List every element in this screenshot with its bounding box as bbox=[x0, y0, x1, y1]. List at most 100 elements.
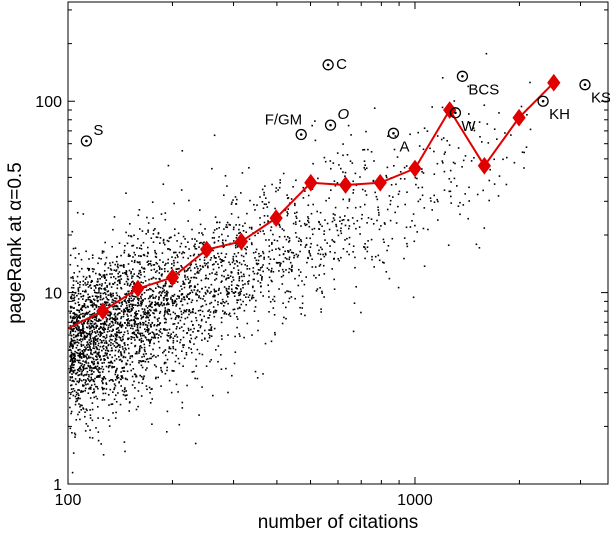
scatter-point bbox=[163, 304, 166, 306]
scatter-point bbox=[81, 306, 84, 308]
scatter-point bbox=[482, 189, 484, 192]
scatter-point bbox=[340, 227, 342, 230]
scatter-point bbox=[73, 312, 75, 314]
scatter-point bbox=[151, 306, 153, 309]
scatter-point bbox=[96, 347, 98, 349]
scatter-point bbox=[467, 217, 469, 220]
scatter-point bbox=[287, 251, 290, 253]
scatter-point bbox=[136, 313, 139, 315]
scatter-point bbox=[189, 285, 191, 287]
scatter-point bbox=[377, 209, 380, 211]
scatter-point bbox=[168, 237, 171, 239]
scatter-point bbox=[109, 264, 112, 267]
scatter-point bbox=[285, 238, 288, 241]
scatter-point bbox=[323, 296, 325, 298]
scatter-point bbox=[72, 330, 75, 332]
scatter-point bbox=[182, 346, 185, 349]
scatter-point bbox=[71, 286, 73, 289]
scatter-point bbox=[145, 305, 147, 307]
scatter-point bbox=[245, 252, 247, 255]
scatter-point bbox=[99, 345, 102, 348]
scatter-point bbox=[282, 302, 284, 304]
scatter-point bbox=[330, 189, 332, 191]
scatter-point bbox=[202, 266, 204, 268]
scatter-point bbox=[85, 250, 87, 253]
scatter-point bbox=[191, 371, 194, 373]
scatter-point bbox=[111, 273, 113, 275]
scatter-point bbox=[156, 323, 159, 326]
scatter-point bbox=[146, 255, 149, 258]
scatter-point bbox=[122, 311, 125, 314]
scatter-point bbox=[386, 249, 388, 252]
scatter-point bbox=[290, 198, 293, 200]
scatter-point bbox=[243, 275, 245, 278]
scatter-point bbox=[88, 332, 91, 335]
scatter-point bbox=[308, 251, 310, 254]
scatter-point bbox=[412, 296, 415, 299]
scatter-point bbox=[89, 318, 91, 320]
scatter-point bbox=[83, 334, 86, 337]
scatter-point bbox=[109, 294, 112, 296]
scatter-point bbox=[174, 256, 177, 259]
series-marker bbox=[443, 101, 457, 119]
scatter-point bbox=[156, 302, 159, 305]
scatter-point bbox=[216, 228, 218, 230]
scatter-point bbox=[181, 304, 184, 306]
scatter-point bbox=[140, 304, 142, 307]
scatter-point bbox=[117, 266, 119, 269]
scatter-point bbox=[103, 288, 106, 291]
scatter-point bbox=[270, 279, 273, 282]
scatter-point bbox=[270, 271, 272, 273]
scatter-point bbox=[137, 332, 139, 334]
scatter-point bbox=[254, 257, 256, 259]
scatter-point bbox=[160, 274, 163, 276]
scatter-point bbox=[131, 260, 133, 262]
scatter-point bbox=[309, 237, 311, 240]
highlight-ring bbox=[449, 107, 462, 119]
scatter-point bbox=[114, 349, 117, 352]
scatter-point bbox=[164, 264, 166, 266]
scatter-point bbox=[240, 192, 242, 194]
scatter-point bbox=[304, 314, 306, 317]
scatter-point bbox=[96, 284, 99, 286]
scatter-point bbox=[467, 85, 469, 88]
scatter-point bbox=[120, 305, 122, 307]
scatter-point bbox=[134, 312, 136, 314]
scatter-point bbox=[231, 201, 233, 204]
scatter-point bbox=[152, 290, 155, 293]
scatter-point bbox=[115, 394, 117, 397]
scatter-point bbox=[94, 343, 97, 346]
scatter-point bbox=[155, 376, 157, 379]
scatter-point bbox=[134, 387, 136, 389]
scatter-point bbox=[74, 360, 76, 363]
scatter-point bbox=[149, 287, 151, 290]
scatter-point bbox=[101, 365, 104, 368]
scatter-point bbox=[114, 297, 116, 299]
scatter-point bbox=[225, 313, 228, 315]
scatter-point bbox=[291, 269, 293, 271]
scatter-point bbox=[227, 235, 229, 237]
scatter-point bbox=[77, 392, 79, 395]
scatter-point bbox=[141, 230, 144, 232]
scatter-point bbox=[394, 211, 396, 214]
scatter-point bbox=[162, 238, 165, 241]
scatter-point bbox=[133, 251, 135, 254]
scatter-point bbox=[95, 284, 98, 286]
scatter-point bbox=[120, 254, 122, 257]
scatter-point bbox=[92, 367, 94, 369]
scatter-point bbox=[101, 252, 104, 254]
scatter-point bbox=[372, 179, 375, 182]
scatter-point bbox=[462, 204, 465, 206]
scatter-point bbox=[171, 294, 174, 297]
scatter-point bbox=[197, 272, 200, 274]
scatter-point bbox=[189, 340, 191, 342]
scatter-point bbox=[109, 262, 111, 264]
scatter-point bbox=[194, 285, 196, 287]
scatter-point bbox=[101, 276, 103, 278]
scatter-point bbox=[389, 199, 392, 202]
scatter-point bbox=[125, 302, 128, 304]
scatter-point bbox=[99, 296, 102, 299]
scatter-point bbox=[240, 263, 243, 266]
scatter-point bbox=[344, 239, 346, 241]
scatter-point bbox=[144, 360, 147, 363]
